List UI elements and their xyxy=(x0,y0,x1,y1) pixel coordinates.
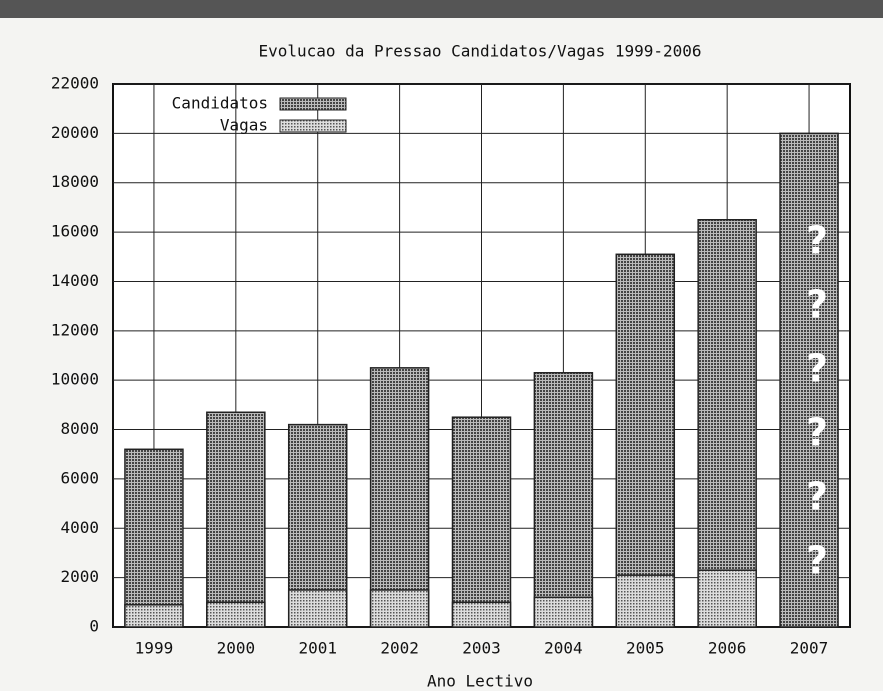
x-tick-label: 2001 xyxy=(298,639,337,658)
bar xyxy=(451,416,512,628)
bar xyxy=(206,411,266,628)
x-tick-label: 2007 xyxy=(790,639,829,658)
bar xyxy=(451,601,512,628)
annotation: ? xyxy=(806,347,828,391)
y-tick-label: 0 xyxy=(89,617,99,636)
bar xyxy=(697,219,757,628)
bar xyxy=(124,604,184,628)
bar xyxy=(615,574,676,628)
legend-label: Candidatos xyxy=(172,94,268,113)
x-axis-label: Ano Lectivo xyxy=(427,672,533,691)
x-tick-label: 2003 xyxy=(462,639,501,658)
bar xyxy=(369,367,430,628)
y-tick-label: 8000 xyxy=(60,419,99,438)
bar xyxy=(124,448,184,628)
bar xyxy=(369,589,430,628)
x-tick-label: 2000 xyxy=(217,639,256,658)
y-tick-label: 20000 xyxy=(51,123,99,142)
y-tick-label: 16000 xyxy=(51,222,99,241)
bar xyxy=(206,601,266,628)
legend-swatch xyxy=(279,119,347,133)
bar xyxy=(697,569,757,628)
annotation: ? xyxy=(806,475,828,519)
legend-label: Vagas xyxy=(220,116,268,135)
y-tick-label: 2000 xyxy=(60,567,99,586)
y-tick-label: 4000 xyxy=(60,518,99,537)
y-tick-label: 12000 xyxy=(51,320,99,339)
annotation: ? xyxy=(806,283,828,327)
y-tick-label: 6000 xyxy=(60,468,99,487)
annotation: ? xyxy=(806,411,828,455)
y-tick-label: 10000 xyxy=(51,370,99,389)
bar xyxy=(533,596,594,628)
x-tick-label: 1999 xyxy=(135,639,174,658)
scan-edge xyxy=(0,0,883,18)
chart-title: Evolucao da Pressao Candidatos/Vagas 199… xyxy=(258,42,701,61)
bar xyxy=(615,253,676,628)
x-tick-label: 2005 xyxy=(626,639,665,658)
x-tick-label: 2004 xyxy=(544,639,583,658)
annotation: ? xyxy=(806,219,828,263)
y-tick-label: 18000 xyxy=(51,172,99,191)
annotation: ? xyxy=(806,539,828,583)
x-tick-label: 2002 xyxy=(380,639,419,658)
legend-swatch xyxy=(279,97,347,111)
bar xyxy=(533,372,594,628)
y-tick-label: 14000 xyxy=(51,271,99,290)
y-tick-label: 22000 xyxy=(51,74,99,93)
bar xyxy=(779,132,839,628)
bar xyxy=(287,589,348,628)
x-tick-label: 2006 xyxy=(708,639,747,658)
